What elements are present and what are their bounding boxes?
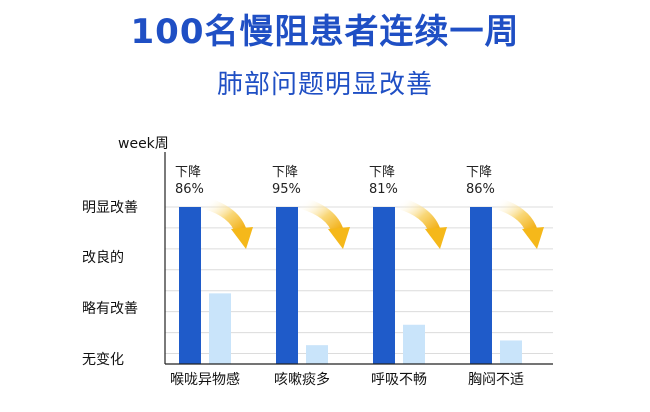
annotation-label: 下降 <box>272 165 298 180</box>
annotations: 下降 86% 下降 95% 下降 81% 下降 86% <box>175 165 495 197</box>
bar-primary <box>276 207 298 364</box>
annotation-value: 86% <box>466 182 495 197</box>
bar-primary <box>373 207 395 364</box>
down-arrow <box>296 197 350 249</box>
bar-secondary <box>209 293 231 364</box>
bar-primary <box>179 207 201 364</box>
down-arrow <box>393 197 447 249</box>
x-axis-labels: 喉咙异物感 咳嗽痰多 呼吸不畅 胸闷不适 <box>170 371 524 388</box>
annotation-value: 81% <box>369 182 398 197</box>
page-title: 100名慢阻患者连续一周 <box>130 12 520 52</box>
y-axis-title: week周 <box>118 136 169 152</box>
down-arrow <box>199 197 253 249</box>
page-subtitle: 肺部问题明显改善 <box>216 70 433 100</box>
x-tick-label: 呼吸不畅 <box>371 372 427 388</box>
y-level-label: 无变化 <box>82 352 124 368</box>
annotation-value: 95% <box>272 182 301 197</box>
y-level-label: 改良的 <box>82 250 124 266</box>
bar-secondary <box>500 340 522 364</box>
annotation-value: 86% <box>175 182 204 197</box>
x-tick-label: 喉咙异物感 <box>170 371 240 388</box>
x-tick-label: 咳嗽痰多 <box>274 371 330 388</box>
x-tick-label: 胸闷不适 <box>468 372 524 388</box>
annotation-label: 下降 <box>369 165 395 180</box>
y-level-label: 明显改善 <box>82 200 138 216</box>
y-level-label: 略有改善 <box>82 301 138 317</box>
bar-primary <box>470 207 492 364</box>
down-arrow <box>490 197 544 249</box>
annotation-label: 下降 <box>175 165 201 180</box>
bar-secondary <box>306 345 328 364</box>
arrows <box>199 197 544 249</box>
annotation-label: 下降 <box>466 165 492 180</box>
bars <box>179 207 522 364</box>
bar-secondary <box>403 324 425 364</box>
